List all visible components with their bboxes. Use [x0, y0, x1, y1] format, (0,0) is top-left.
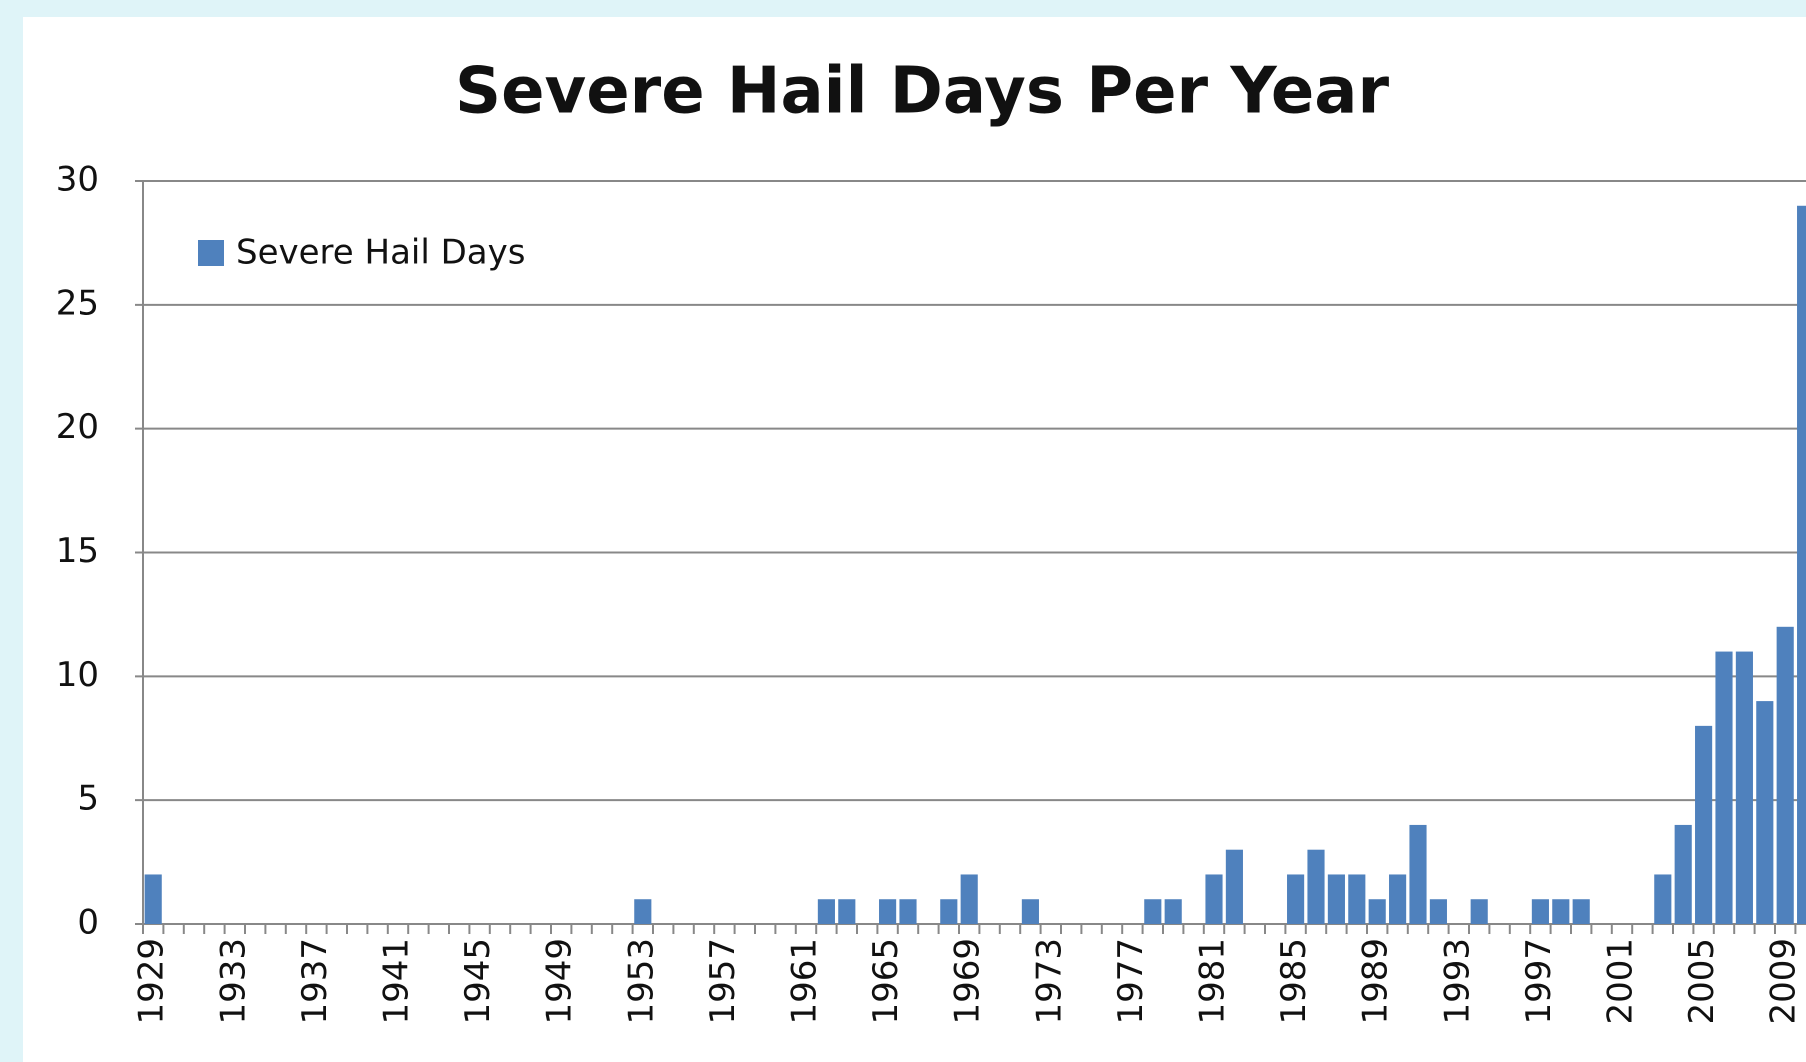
bar	[1695, 725, 1713, 924]
bar	[960, 874, 978, 924]
bar	[1287, 874, 1305, 924]
x-tick-label: 1969	[948, 938, 988, 1025]
x-tick-label: 1953	[621, 938, 661, 1025]
bar	[817, 899, 835, 924]
legend-label: Severe Hail Days	[236, 233, 525, 273]
x-tick-label: 1989	[1356, 938, 1396, 1025]
x-tick-label: 1965	[866, 938, 906, 1025]
x-tick-label: 1929	[132, 938, 172, 1025]
bar	[1225, 849, 1243, 924]
x-tick-label: 2005	[1682, 938, 1722, 1025]
y-tick-label: 20	[56, 407, 99, 447]
x-tick-label: 2001	[1601, 938, 1641, 1025]
bar	[879, 899, 897, 924]
bar	[1776, 626, 1794, 924]
bar	[1164, 899, 1182, 924]
bar	[1735, 651, 1753, 924]
legend-swatch	[198, 240, 224, 266]
x-tick-label: 1985	[1274, 938, 1314, 1025]
bar	[1797, 205, 1806, 924]
y-tick-label: 10	[56, 655, 99, 695]
x-tick-label: 1945	[458, 938, 498, 1025]
chart-title: Severe Hail Days Per Year	[455, 55, 1389, 129]
bar	[634, 899, 652, 924]
chart-panel	[23, 17, 1806, 1062]
y-tick-label: 25	[56, 283, 99, 323]
x-tick-label: 1933	[213, 938, 253, 1025]
x-tick-label: 1941	[377, 938, 417, 1025]
bar	[1205, 874, 1223, 924]
x-tick-label: 1949	[540, 938, 580, 1025]
y-tick-label: 15	[56, 531, 99, 571]
y-tick-label: 0	[77, 903, 99, 943]
bar	[1327, 874, 1345, 924]
x-tick-label: 1997	[1519, 938, 1559, 1025]
x-tick-label: 1977	[1111, 938, 1151, 1025]
bar	[1368, 899, 1386, 924]
bar	[1654, 874, 1672, 924]
bar	[1756, 701, 1774, 924]
y-tick-label: 5	[77, 779, 99, 819]
bar	[1429, 899, 1447, 924]
bar	[1715, 651, 1733, 924]
bar	[1409, 824, 1427, 924]
bar	[1144, 899, 1162, 924]
x-tick-label: 2009	[1764, 938, 1804, 1025]
bar	[1021, 899, 1039, 924]
x-tick-label: 1961	[785, 938, 825, 1025]
bar	[838, 899, 856, 924]
bar	[1389, 874, 1407, 924]
bar	[899, 899, 917, 924]
x-tick-label: 1981	[1193, 938, 1233, 1025]
x-tick-label: 1973	[1029, 938, 1069, 1025]
bar	[1470, 899, 1488, 924]
y-tick-label: 30	[56, 160, 99, 200]
x-tick-label: 1957	[703, 938, 743, 1025]
bar	[1531, 899, 1549, 924]
bar	[1307, 849, 1325, 924]
x-tick-label: 1993	[1437, 938, 1477, 1025]
bar	[1552, 899, 1570, 924]
bar	[1572, 899, 1590, 924]
bar	[1674, 824, 1692, 924]
bar	[1348, 874, 1366, 924]
bar	[144, 874, 162, 924]
x-tick-label: 1937	[295, 938, 335, 1025]
bar	[940, 899, 958, 924]
